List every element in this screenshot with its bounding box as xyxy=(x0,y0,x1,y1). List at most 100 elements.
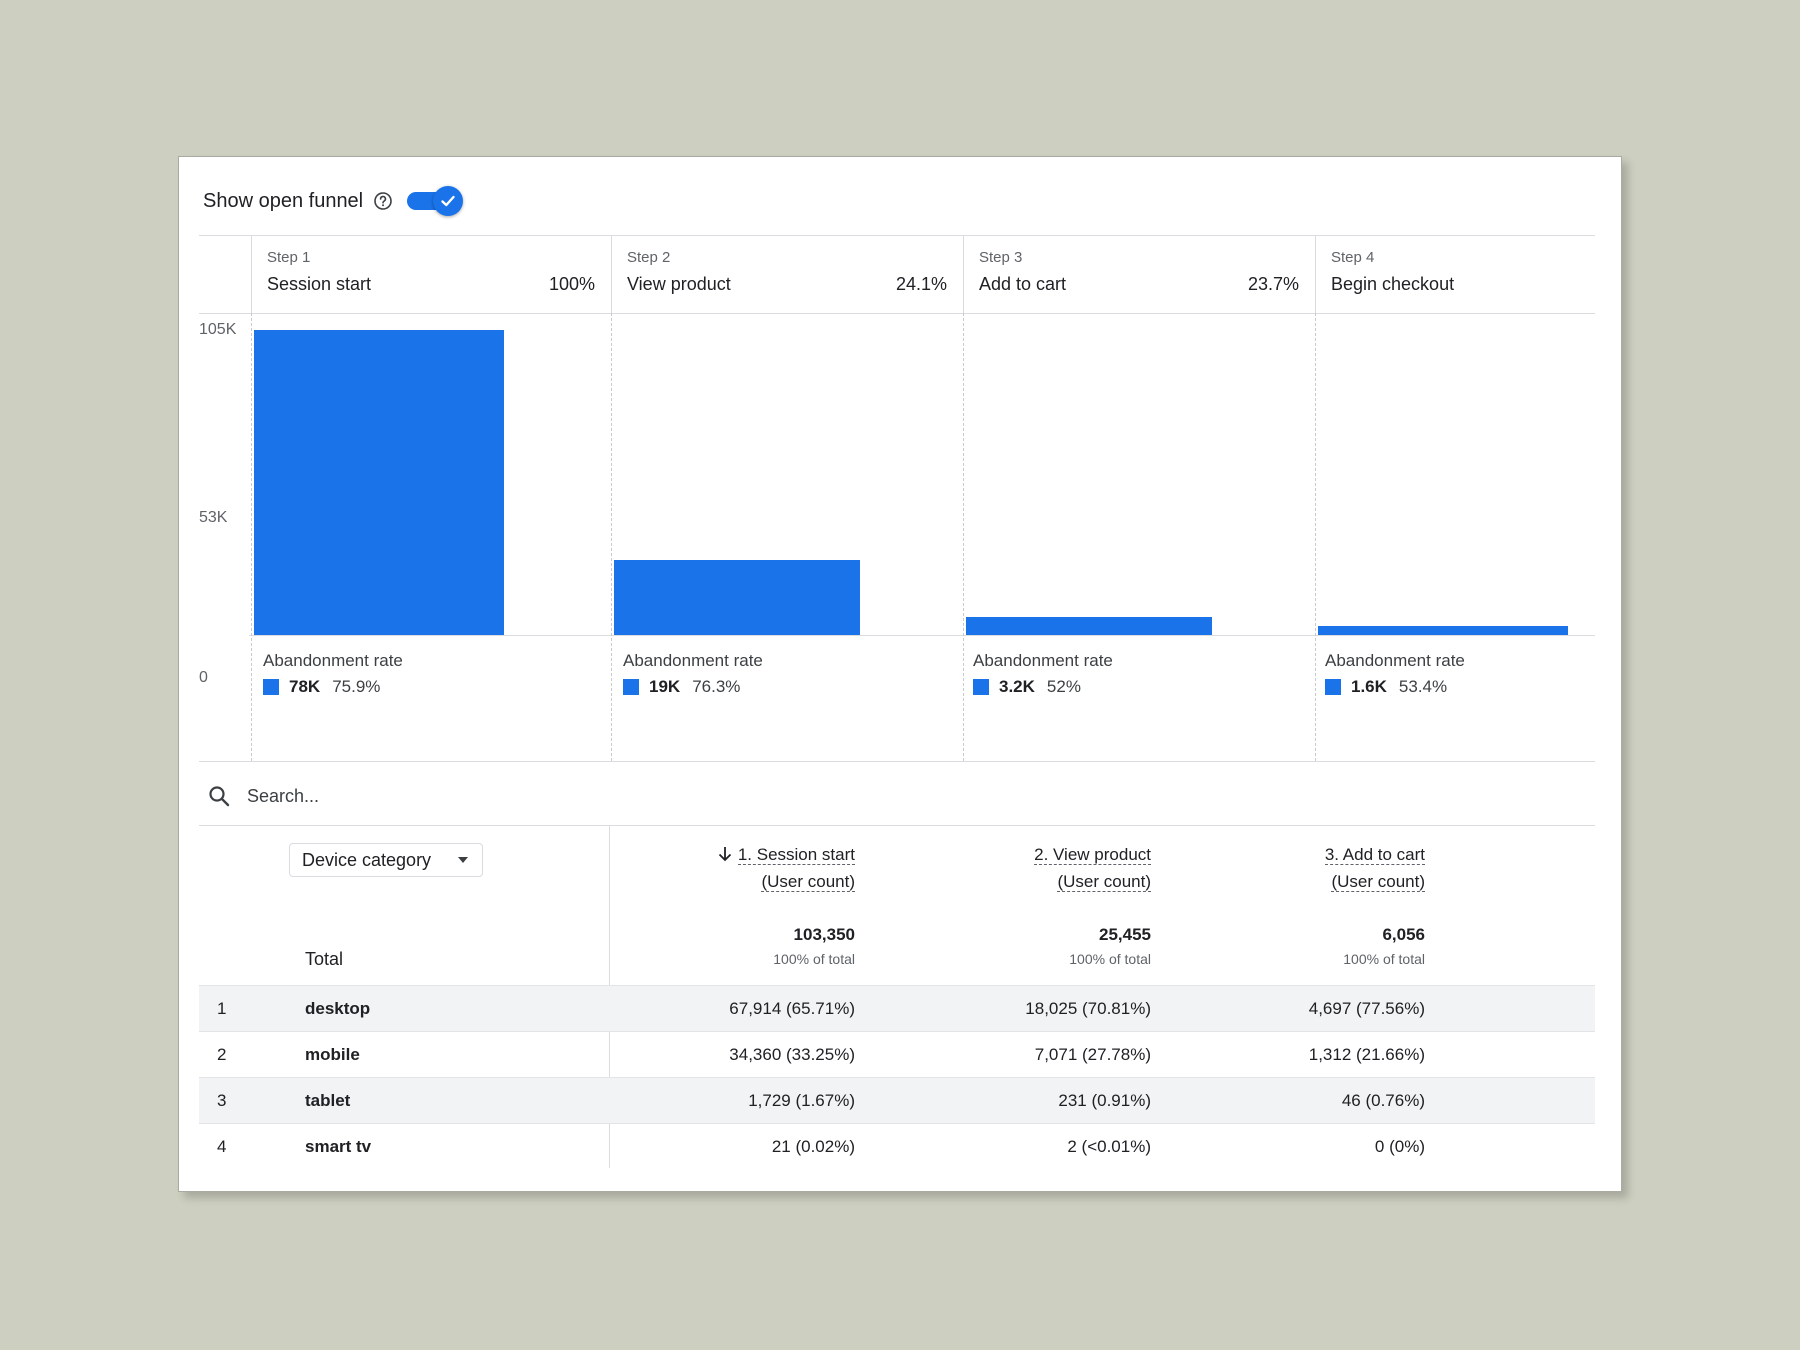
column-header-view-product[interactable]: 2. View product (User count) xyxy=(899,841,1151,895)
header-top-line xyxy=(199,235,1595,236)
step-number: Step 2 xyxy=(627,249,671,266)
show-open-funnel-label: Show open funnel xyxy=(203,189,364,212)
table-row[interactable]: 1 desktop 67,914 (65.71%) 18,025 (70.81%… xyxy=(199,985,1595,1031)
check-icon xyxy=(441,195,455,207)
table-row[interactable]: 3 tablet 1,729 (1.67%) 231 (0.91%) 46 (0… xyxy=(199,1077,1595,1123)
abandonment-label: Abandonment rate xyxy=(623,651,763,670)
step-guide-0 xyxy=(251,313,252,761)
row-cell: 0 (0%) xyxy=(1374,1137,1425,1156)
funnel-chart: 105K 53K 0 Step 1 Session start 100% Ste… xyxy=(199,235,1595,765)
row-dimension: smart tv xyxy=(305,1137,372,1156)
step-divider-1 xyxy=(611,235,612,313)
row-cell: 21 (0.02%) xyxy=(771,1137,855,1156)
toggle-knob xyxy=(433,186,464,216)
step-name: Add to cart xyxy=(979,274,1067,294)
table-row[interactable]: 2 mobile 34,360 (33.25%) 7,071 (27.78%) … xyxy=(199,1031,1595,1077)
row-dimension: desktop xyxy=(305,999,371,1018)
abandonment-count: 78K xyxy=(289,677,321,696)
funnel-table: Device category 1. Session start (User c… xyxy=(199,825,1595,1175)
column-title: 3. Add to cart xyxy=(1324,845,1425,865)
row-cell: 4,697 (77.56%) xyxy=(1308,999,1425,1018)
step-header-3[interactable]: Step 3 Add to cart 23.7% xyxy=(963,235,1315,313)
row-cell: 2 (<0.01%) xyxy=(1067,1137,1151,1156)
sort-arrow-down-icon xyxy=(718,843,732,862)
legend-swatch xyxy=(1325,679,1341,695)
legend-swatch xyxy=(623,679,639,695)
row-cell: 1,729 (1.67%) xyxy=(748,1091,855,1110)
search-bottom-line xyxy=(199,825,1595,826)
step-divider-3 xyxy=(1315,235,1316,313)
step-divider-2 xyxy=(963,235,964,313)
column-header-add-to-cart[interactable]: 3. Add to cart (User count) xyxy=(1199,841,1425,895)
funnel-bar-add-to-cart[interactable] xyxy=(966,617,1212,635)
row-index: 2 xyxy=(217,1045,227,1064)
row-cell: 1,312 (21.66%) xyxy=(1308,1045,1425,1064)
step-header-4[interactable]: Step 4 Begin checkout xyxy=(1315,235,1595,313)
step-name: View product xyxy=(627,274,731,294)
help-icon[interactable] xyxy=(373,191,393,211)
total-value: 25,455 xyxy=(1099,925,1151,944)
row-dimension: mobile xyxy=(305,1045,360,1064)
step-divider-0 xyxy=(251,235,252,313)
abandonment-rate: 75.9% xyxy=(332,677,381,696)
row-cell: 18,025 (70.81%) xyxy=(1025,999,1151,1018)
abandonment-count: 19K xyxy=(649,677,681,696)
abandonment-step-1: Abandonment rate 78K 75.9% xyxy=(263,651,403,697)
abandonment-step-4: Abandonment rate 1.6K 53.4% xyxy=(1325,651,1465,697)
row-index: 1 xyxy=(217,999,227,1018)
legend-swatch xyxy=(973,679,989,695)
search-input[interactable] xyxy=(245,784,849,808)
step-name: Begin checkout xyxy=(1331,274,1455,294)
step-number: Step 1 xyxy=(267,249,311,266)
header-bottom-line xyxy=(199,313,1595,314)
total-subtext: 100% of total xyxy=(1069,951,1151,967)
abandonment-label: Abandonment rate xyxy=(973,651,1113,670)
row-cell: 231 (0.91%) xyxy=(1058,1091,1151,1110)
total-value: 103,350 xyxy=(793,925,855,944)
step-guide-1 xyxy=(611,313,612,761)
column-subtitle: (User count) xyxy=(761,872,855,892)
abandonment-label: Abandonment rate xyxy=(1325,651,1465,670)
y-tick-label: 0 xyxy=(199,669,208,686)
chart-bottom-line xyxy=(199,761,1595,762)
row-cell: 34,360 (33.25%) xyxy=(729,1045,855,1064)
total-label: Total xyxy=(305,949,344,969)
row-cell: 46 (0.76%) xyxy=(1341,1091,1425,1110)
funnel-card: Show open funnel xyxy=(178,156,1622,1192)
device-category-dropdown[interactable]: Device category xyxy=(289,843,483,877)
step-number: Step 4 xyxy=(1331,249,1375,266)
step-header-1[interactable]: Step 1 Session start 100% xyxy=(251,235,611,313)
column-title: 2. View product xyxy=(1034,845,1151,865)
search-bar xyxy=(199,767,1595,825)
funnel-bar-session-start[interactable] xyxy=(254,329,504,635)
row-index: 3 xyxy=(217,1091,227,1110)
funnel-bar-begin-checkout[interactable] xyxy=(1318,626,1568,635)
y-tick-label: 53K xyxy=(199,509,228,526)
total-subtext: 100% of total xyxy=(1343,951,1425,967)
column-subtitle: (User count) xyxy=(1331,872,1425,892)
step-percent: 23.7% xyxy=(1247,274,1299,294)
column-subtitle: (User count) xyxy=(1057,872,1151,892)
abandonment-step-3: Abandonment rate 3.2K 52% xyxy=(973,651,1113,697)
open-funnel-toggle[interactable] xyxy=(407,186,464,216)
funnel-bar-view-product[interactable] xyxy=(614,559,860,635)
step-guide-3 xyxy=(1315,313,1316,761)
row-cell: 7,071 (27.78%) xyxy=(1034,1045,1151,1064)
table-row[interactable]: 4 smart tv 21 (0.02%) 2 (<0.01%) 0 (0%) xyxy=(199,1123,1595,1169)
y-tick-label: 105K xyxy=(199,321,237,338)
legend-swatch xyxy=(263,679,279,695)
step-guide-2 xyxy=(963,313,964,761)
abandonment-label: Abandonment rate xyxy=(263,651,403,670)
step-percent: 24.1% xyxy=(895,274,947,294)
row-cell: 67,914 (65.71%) xyxy=(729,999,855,1018)
step-header-2[interactable]: Step 2 View product 24.1% xyxy=(611,235,963,313)
row-dimension: tablet xyxy=(305,1091,351,1110)
abandonment-rate: 53.4% xyxy=(1398,677,1448,696)
total-subtext: 100% of total xyxy=(773,951,855,967)
dropdown-value: Device category xyxy=(302,849,432,870)
abandonment-rate: 76.3% xyxy=(692,677,741,696)
abandonment-count: 1.6K xyxy=(1351,677,1387,696)
search-icon[interactable] xyxy=(207,784,231,808)
column-title: 1. Session start xyxy=(737,845,855,865)
column-header-session-start[interactable]: 1. Session start (User count) xyxy=(609,841,855,895)
